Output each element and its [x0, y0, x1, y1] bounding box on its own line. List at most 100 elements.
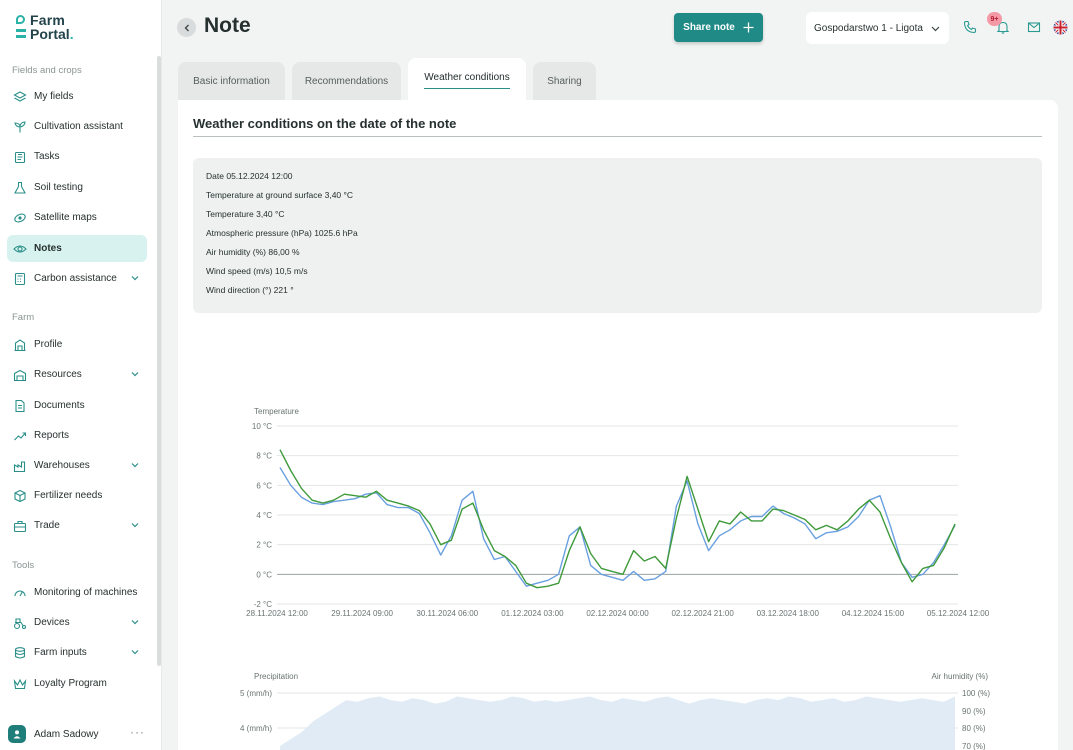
chevron-down-icon[interactable]	[130, 273, 140, 283]
sidebar-item-resources[interactable]: Resources	[7, 361, 147, 388]
chart-y-axis-label: Temperature	[254, 407, 299, 416]
weather-panel: Weather conditions on the date of the no…	[178, 100, 1058, 750]
temperature-ground-line	[279, 449, 956, 589]
temperature-air-line	[279, 467, 956, 587]
y-tick-label: 6 °C	[256, 481, 272, 490]
share-note-button[interactable]: Share note	[674, 13, 763, 42]
sidebar-item-label: Trade	[34, 520, 60, 531]
tab-sharing[interactable]: Sharing	[533, 62, 596, 100]
weather-row: Temperature 3,40 °C	[206, 209, 285, 219]
weather-row-value: 3,40 °C	[324, 190, 354, 200]
sidebar-item-soil-testing[interactable]: Soil testing	[7, 174, 147, 201]
sidebar-item-trade[interactable]: Trade	[7, 512, 147, 539]
sidebar-item-profile[interactable]: Profile	[7, 331, 147, 358]
sidebar-item-label: Satellite maps	[34, 212, 97, 223]
sidebar-item-label: Devices	[34, 617, 70, 628]
satellite-icon	[13, 211, 27, 225]
sidebar-item-label: Fertilizer needs	[34, 490, 103, 501]
phone-icon[interactable]	[962, 19, 978, 35]
y-tick-label: 8 °C	[256, 452, 272, 461]
y-tick-label: -2 °C	[254, 600, 273, 609]
chevron-down-icon[interactable]	[130, 647, 140, 657]
logo-dot: .	[69, 26, 74, 42]
mail-icon[interactable]	[1026, 19, 1042, 35]
sidebar-item-carbon-assistance[interactable]: Carbon assistance	[7, 265, 147, 292]
crown-icon	[13, 677, 27, 691]
humidity-tick-label: 100 (%)	[962, 689, 990, 698]
logo-text-line2: Portal.	[30, 26, 74, 42]
sidebar-item-label: My fields	[34, 91, 74, 102]
y-tick-label: 0 °C	[256, 570, 272, 579]
tractor-icon	[13, 616, 27, 630]
humidity-tick-label: 70 (%)	[962, 742, 986, 750]
sidebar-item-satellite-maps[interactable]: Satellite maps	[7, 204, 147, 231]
tab-weather-conditions[interactable]: Weather conditions	[408, 58, 526, 102]
sidebar-item-label: Cultivation assistant	[34, 121, 123, 132]
sidebar-item-my-fields[interactable]: My fields	[7, 83, 147, 110]
user-name: Adam Sadowy	[34, 728, 99, 740]
back-button[interactable]	[177, 18, 196, 37]
sidebar-item-loyalty-program[interactable]: Loyalty Program	[7, 670, 147, 697]
clipboard-icon	[13, 150, 27, 164]
sidebar-item-warehouses[interactable]: Warehouses	[7, 452, 147, 479]
calculator-icon	[13, 272, 27, 286]
farm-select-value: Gospodarstwo 1 - Ligota	[814, 22, 923, 34]
sidebar-item-reports[interactable]: Reports	[7, 422, 147, 449]
chevron-down-icon[interactable]	[130, 369, 140, 379]
weather-summary-box: Date 05.12.2024 12:00 Temperature at gro…	[193, 158, 1042, 313]
x-tick-label: 02.12.2024 21:00	[671, 609, 734, 618]
humidity-area	[280, 696, 955, 750]
weather-row-label: Wind speed (m/s)	[206, 266, 273, 276]
notification-badge: 9+	[987, 12, 1002, 26]
sidebar: Farm Portal. Fields and crops Farm Tools…	[0, 0, 162, 750]
sidebar-item-label: Farm inputs	[34, 647, 87, 658]
bell-icon[interactable]	[995, 19, 1011, 35]
humidity-axis-label: Air humidity (%)	[932, 672, 989, 681]
x-tick-label: 29.11.2024 09:00	[331, 609, 393, 618]
eye-icon	[13, 242, 27, 256]
logo-pin-icon	[16, 15, 25, 24]
logo-bar	[16, 35, 26, 38]
tab-recommendations[interactable]: Recommendations	[292, 62, 401, 100]
sidebar-item-documents[interactable]: Documents	[7, 392, 147, 419]
weather-row-value: 3,40 °C	[256, 209, 285, 219]
sidebar-scrollbar[interactable]	[157, 56, 161, 666]
sidebar-item-monitoring-of-machines[interactable]: Monitoring of machines	[7, 579, 147, 606]
sidebar-item-label: Profile	[34, 339, 63, 350]
weather-row-value: 05.12.2024 12:00	[226, 171, 293, 181]
humidity-tick-label: 90 (%)	[962, 707, 986, 716]
sidebar-item-cultivation-assistant[interactable]: Cultivation assistant	[7, 113, 147, 140]
chevron-down-icon[interactable]	[130, 460, 140, 470]
chevron-down-icon[interactable]	[130, 617, 140, 627]
gauge-icon	[13, 586, 27, 600]
database-icon	[13, 646, 27, 660]
x-tick-label: 05.12.2024 12:00	[927, 609, 990, 618]
farm-select[interactable]: Gospodarstwo 1 - Ligota	[806, 12, 949, 44]
sidebar-item-notes[interactable]: Notes	[7, 235, 147, 262]
tab-label: Basic information	[193, 75, 270, 87]
weather-row-label: Temperature at ground surface	[206, 190, 323, 200]
cube-icon	[13, 489, 27, 503]
tab-label: Recommendations	[304, 75, 389, 87]
chevron-down-icon[interactable]	[130, 520, 140, 530]
weather-row-value: 221 °	[273, 285, 294, 295]
sidebar-item-label: Warehouses	[34, 460, 90, 471]
layers-icon	[13, 90, 27, 104]
sidebar-item-tasks[interactable]: Tasks	[7, 143, 147, 170]
tab-basic-information[interactable]: Basic information	[178, 62, 285, 100]
sidebar-item-label: Soil testing	[34, 182, 83, 193]
user-profile[interactable]: Adam Sadowy ···	[8, 722, 153, 746]
precipitation-tick-label: 5 (mm/h)	[240, 689, 272, 698]
sidebar-item-farm-inputs[interactable]: Farm inputs	[7, 639, 147, 666]
sidebar-item-devices[interactable]: Devices	[7, 609, 147, 636]
humidity-tick-label: 80 (%)	[962, 724, 986, 733]
page-title: Note	[204, 14, 251, 37]
sidebar-item-label: Notes	[34, 243, 62, 254]
farm-portal-logo[interactable]: Farm Portal.	[14, 12, 94, 42]
uk-flag-icon[interactable]	[1052, 19, 1068, 35]
building-icon	[13, 338, 27, 352]
sidebar-item-fertilizer-needs[interactable]: Fertilizer needs	[7, 482, 147, 509]
weather-row: Date 05.12.2024 12:00	[206, 171, 293, 181]
more-options-icon[interactable]: ···	[130, 725, 145, 739]
weather-row-value: 1025.6 hPa	[314, 228, 358, 238]
